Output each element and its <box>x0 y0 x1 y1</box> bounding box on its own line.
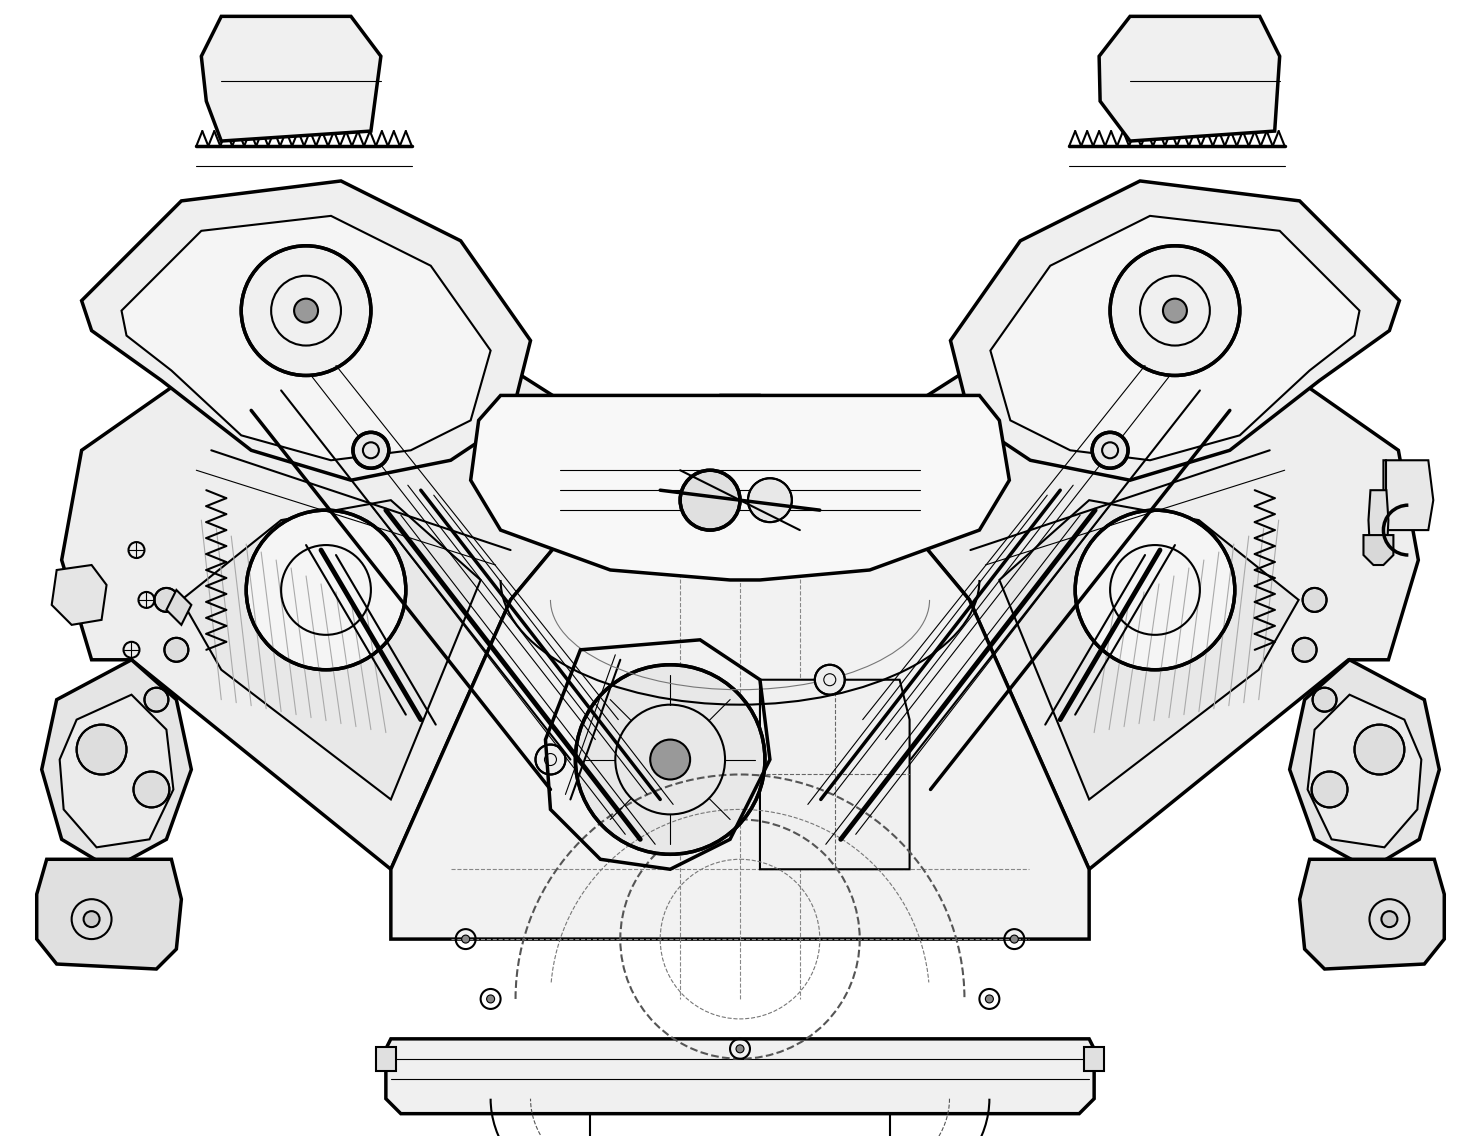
Circle shape <box>748 479 792 522</box>
Circle shape <box>1312 688 1336 712</box>
Circle shape <box>650 739 690 780</box>
Circle shape <box>77 724 126 774</box>
Circle shape <box>352 432 390 468</box>
Polygon shape <box>166 590 191 625</box>
Polygon shape <box>201 16 381 141</box>
Circle shape <box>164 638 188 662</box>
Polygon shape <box>1000 500 1299 799</box>
Circle shape <box>1111 246 1240 375</box>
Circle shape <box>246 511 406 670</box>
Polygon shape <box>376 1047 395 1071</box>
Polygon shape <box>59 695 173 847</box>
Circle shape <box>576 665 766 854</box>
Polygon shape <box>1383 460 1434 530</box>
Circle shape <box>462 935 469 943</box>
Circle shape <box>1010 935 1019 943</box>
Circle shape <box>1303 588 1327 612</box>
Polygon shape <box>991 216 1360 460</box>
Circle shape <box>145 688 169 712</box>
Polygon shape <box>951 181 1400 480</box>
Circle shape <box>1312 772 1348 807</box>
Polygon shape <box>1084 1047 1105 1071</box>
Polygon shape <box>387 1039 1094 1113</box>
Circle shape <box>985 995 994 1003</box>
Polygon shape <box>52 565 107 625</box>
Polygon shape <box>41 659 191 870</box>
Circle shape <box>815 665 844 695</box>
Circle shape <box>133 772 169 807</box>
Circle shape <box>1163 299 1186 323</box>
Polygon shape <box>181 500 481 799</box>
Circle shape <box>1293 638 1317 662</box>
Polygon shape <box>869 310 1419 870</box>
Polygon shape <box>1099 16 1280 141</box>
Polygon shape <box>1368 490 1388 561</box>
Polygon shape <box>760 680 909 870</box>
Polygon shape <box>1308 695 1422 847</box>
Polygon shape <box>37 860 181 969</box>
Circle shape <box>487 995 495 1003</box>
Circle shape <box>295 299 318 323</box>
Polygon shape <box>62 310 610 870</box>
Polygon shape <box>1300 860 1444 969</box>
Polygon shape <box>1364 536 1394 565</box>
Polygon shape <box>471 396 1010 580</box>
Circle shape <box>1382 911 1398 927</box>
Circle shape <box>680 471 740 530</box>
Polygon shape <box>121 216 490 460</box>
Polygon shape <box>81 181 530 480</box>
Polygon shape <box>391 396 1089 939</box>
Polygon shape <box>1290 659 1440 870</box>
Circle shape <box>1075 511 1235 670</box>
Circle shape <box>241 246 370 375</box>
Circle shape <box>536 745 566 774</box>
Circle shape <box>154 588 178 612</box>
Circle shape <box>1355 724 1404 774</box>
Circle shape <box>1091 432 1129 468</box>
Circle shape <box>83 911 99 927</box>
Circle shape <box>736 1045 743 1053</box>
